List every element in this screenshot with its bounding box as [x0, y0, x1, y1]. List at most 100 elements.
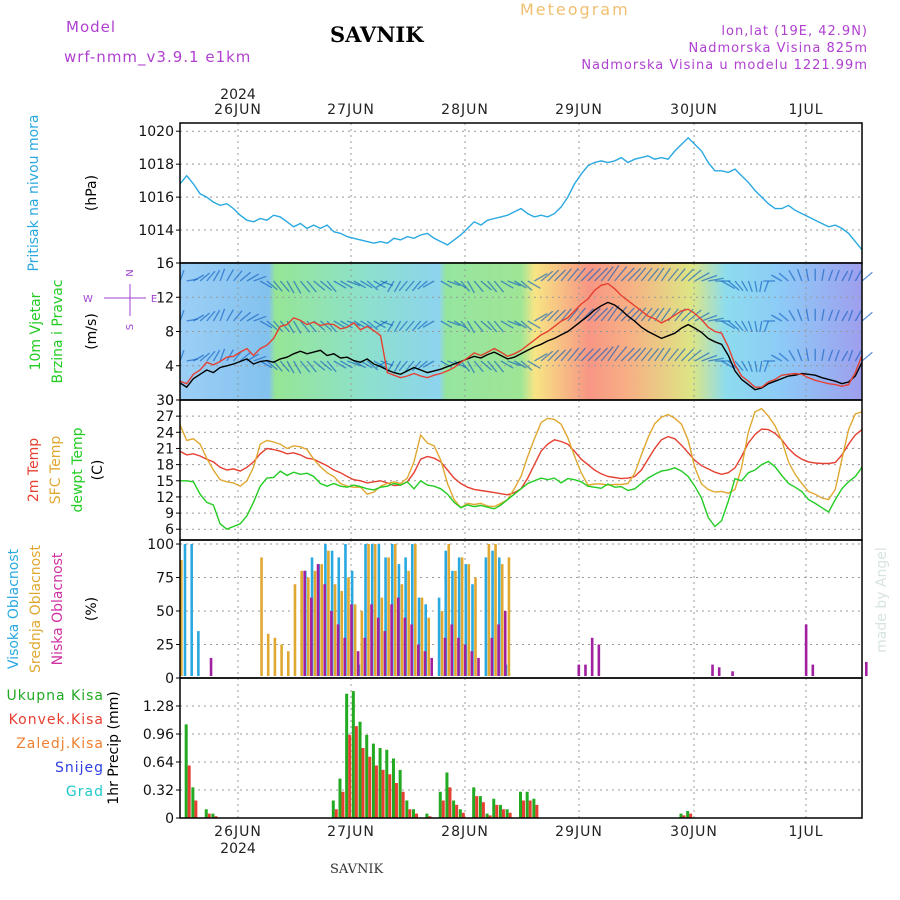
precip-bar-precip_conv	[495, 804, 499, 818]
watermark: made by Angel	[874, 547, 890, 653]
cloud-bar-cloud_high	[457, 557, 461, 676]
wind-arrow	[487, 280, 498, 293]
cloud-bar-cloud_mid	[280, 644, 283, 676]
x-axis-bottom-label: 30JUN	[670, 824, 718, 840]
wind-arrow	[620, 307, 635, 322]
wind-arrow	[513, 360, 527, 369]
wind-arrow	[299, 280, 311, 293]
wind-arrow	[253, 315, 267, 322]
y-tick-label: 1016	[138, 190, 174, 206]
wind-arrow	[313, 280, 326, 291]
cloud-bar-cloud_mid	[440, 611, 444, 676]
wind-arrow	[279, 360, 290, 373]
wind-arrow	[587, 307, 601, 322]
wind-arrow	[805, 268, 810, 282]
cloud-bar-cloud_mid	[400, 584, 404, 676]
y-tick-label: 18	[156, 458, 174, 474]
cloud-bar-cloud_low	[336, 624, 340, 676]
cloud-bar-cloud_low	[417, 644, 420, 676]
wind-arrow	[440, 360, 453, 369]
wind-arrow	[520, 320, 533, 331]
cloud-bar-cloud_low	[470, 651, 474, 676]
wind-arrow	[708, 277, 724, 282]
y-tick-label: 30	[156, 393, 174, 409]
footer-station: SAVNIK	[330, 862, 384, 877]
wind-arrow	[286, 360, 295, 374]
wind-arrow	[487, 320, 498, 333]
wind-arrow	[366, 320, 379, 331]
cloud-bar-cloud_mid	[340, 590, 344, 676]
wind-arrow	[487, 360, 498, 373]
wind-arrow	[375, 280, 388, 288]
cloud-bar-cloud_low	[597, 644, 601, 676]
wind-arrow	[540, 310, 554, 322]
wind-arrow	[460, 280, 471, 292]
wind-arrow	[834, 309, 840, 322]
cloud-bar-cloud_mid	[360, 611, 364, 676]
panel-frame	[179, 122, 863, 264]
precip-bar-precip_conv	[475, 796, 479, 818]
wind-arrow	[747, 280, 753, 292]
wind-arrow	[667, 268, 679, 282]
wind-arrow	[667, 348, 679, 362]
wind-arrow	[326, 280, 337, 293]
wind-arrow	[405, 360, 415, 372]
wind-arrow	[417, 320, 428, 330]
precip-bar-precip_total	[458, 809, 462, 818]
axis-label-clouds: Visoka Oblacnost	[6, 548, 22, 669]
wind-arrow	[547, 309, 560, 322]
wind-arrow	[701, 354, 718, 362]
precip-bar-precip_total	[358, 721, 362, 818]
wind-arrow	[266, 360, 278, 371]
wind-arrow	[398, 280, 408, 292]
y-tick-label: 24	[156, 425, 174, 441]
wind-arrow	[460, 320, 471, 332]
precip-bar-precip_conv	[415, 813, 419, 818]
compass-west: W	[83, 294, 93, 305]
precip-bar-precip_conv	[368, 756, 372, 818]
wind-arrow	[346, 280, 361, 287]
cloud-bar-cloud_mid	[467, 564, 471, 676]
precip-bar-precip_conv	[334, 809, 338, 818]
cloud-bar-cloud_mid	[300, 570, 303, 676]
wind-arrow	[754, 360, 758, 372]
cloud-bar-cloud_mid	[367, 544, 370, 676]
y-tick-label: 21	[156, 441, 174, 457]
wind-arrow	[734, 280, 744, 292]
wind-arrow	[199, 352, 210, 362]
wind-arrow	[848, 309, 854, 322]
wind-arrow	[553, 269, 567, 282]
y-tick-label: 0	[165, 393, 174, 409]
wind-arrow	[411, 280, 422, 292]
wind-arrow	[560, 308, 572, 322]
wind-arrow	[193, 314, 205, 322]
precip-bar-precip_conv	[207, 813, 211, 818]
cloud-bar-cloud_low	[370, 604, 373, 676]
y-tick-label: 0	[165, 671, 174, 687]
cloud-bar-cloud_high	[364, 544, 367, 676]
wind-arrow	[373, 360, 386, 369]
panel-clouds: 0 25 50 75 100 Visoka Oblacnost Srednja Oblacn…	[6, 537, 868, 687]
wind-arrow	[654, 267, 665, 282]
wind-arrow	[600, 306, 614, 322]
wind-arrow	[266, 320, 278, 331]
precip-bar-precip_conv	[374, 765, 378, 818]
wind-arrow	[734, 320, 744, 332]
cloud-bar-cloud_mid	[414, 544, 417, 676]
cloud-bar-cloud_low	[497, 624, 500, 676]
cloud-bar-cloud_mid	[260, 557, 263, 676]
axis-label-clouds: Srednja Oblacnost	[28, 545, 44, 673]
wind-arrow	[614, 266, 628, 282]
axis-label-temperature: SFC Temp	[48, 436, 64, 505]
cloud-bar-cloud_low	[731, 671, 734, 676]
wind-arrow	[614, 346, 628, 362]
axis-label-temperature: dewpt Temp	[70, 427, 86, 512]
wind-arrow	[827, 349, 834, 362]
precip-bar-precip_total	[478, 796, 482, 818]
year-bottom-label: 2024	[220, 841, 256, 857]
wind-arrow	[219, 348, 226, 362]
wind-arrow	[520, 280, 533, 291]
wind-arrow	[747, 320, 753, 332]
wind-arrow	[607, 264, 620, 282]
panel-pressure: 1014 1016 1018 1020 Pritisak na nivou mora (h…	[26, 114, 863, 272]
